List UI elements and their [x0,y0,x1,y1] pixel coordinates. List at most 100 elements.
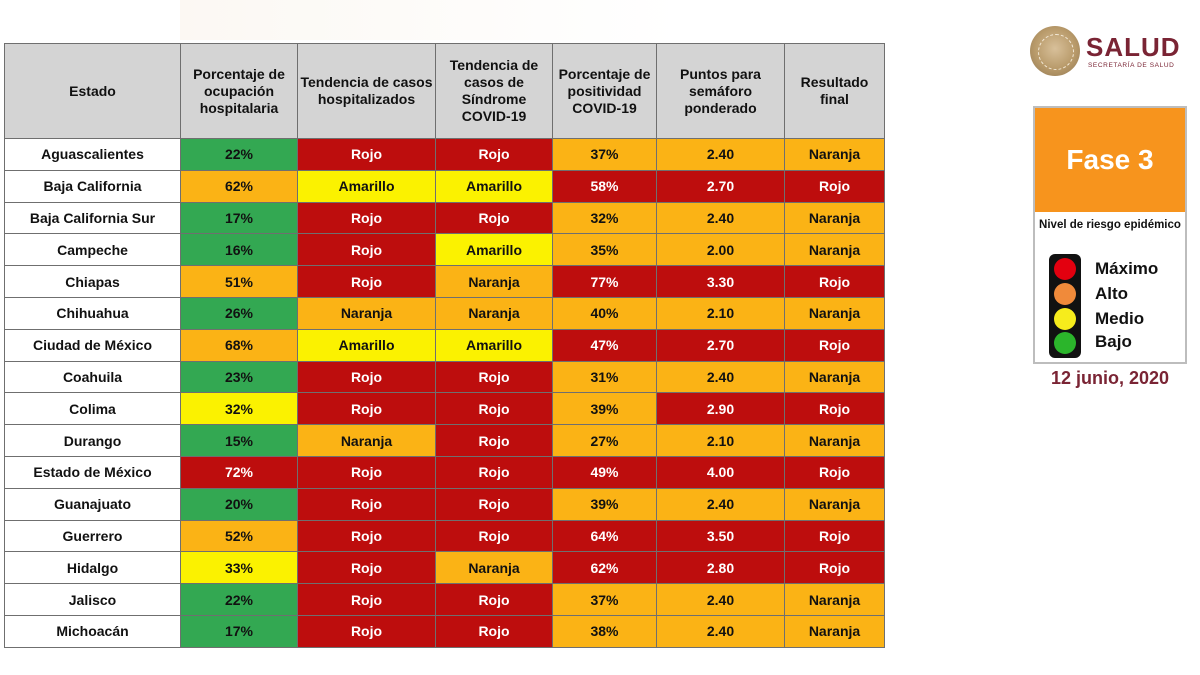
cell-estado: Guerrero [4,519,181,553]
cell-resultado: Rojo [784,551,885,585]
header-tendencia-sindrome: Tendencia de casos de Síndrome COVID-19 [435,43,553,139]
phase-card: Fase 3 Nivel de riesgo epidémico Máximo … [1033,106,1187,364]
cell-estado: Aguascalientes [4,138,181,171]
cell-tendencia-hospitalizados: Naranja [297,296,436,330]
table-row: Estado de México 72% Rojo Rojo 49% 4.00 Rojo [4,455,885,489]
cell-puntos: 2.40 [656,201,785,235]
cell-estado: Baja California Sur [4,201,181,235]
header-ocupacion: Porcentaje de ocupación hospitalaria [180,43,298,139]
cell-tendencia-sindrome: Rojo [435,138,553,171]
cell-ocupacion: 26% [180,296,298,330]
cell-resultado: Naranja [784,201,885,235]
table-row: Guerrero 52% Rojo Rojo 64% 3.50 Rojo [4,519,885,553]
table-row: Aguascalientes 22% Rojo Rojo 37% 2.40 Naranja [4,138,885,171]
cell-ocupacion: 33% [180,551,298,585]
cell-positividad: 38% [552,614,657,648]
cell-estado: Durango [4,424,181,457]
table-row: Chiapas 51% Rojo Naranja 77% 3.30 Rojo [4,265,885,298]
cell-tendencia-sindrome: Amarillo [435,233,553,267]
cell-resultado: Naranja [784,233,885,267]
report-date: 12 junio, 2020 [1050,368,1170,388]
cell-puntos: 2.10 [656,296,785,330]
cell-puntos: 2.40 [656,583,785,616]
cell-tendencia-hospitalizados: Rojo [297,455,436,489]
cell-tendencia-hospitalizados: Rojo [297,233,436,267]
cell-resultado: Naranja [784,138,885,171]
cell-ocupacion: 32% [180,392,298,426]
cell-positividad: 47% [552,328,657,362]
table-row: Hidalgo 33% Rojo Naranja 62% 2.80 Rojo [4,551,885,585]
cell-tendencia-sindrome: Rojo [435,487,553,521]
cell-tendencia-sindrome: Rojo [435,392,553,426]
table-row: Durango 15% Naranja Rojo 27% 2.10 Naranja [4,424,885,457]
cell-puntos: 2.00 [656,233,785,267]
cell-puntos: 2.40 [656,360,785,394]
cell-positividad: 40% [552,296,657,330]
cell-positividad: 32% [552,201,657,235]
cell-resultado: Rojo [784,392,885,426]
cell-positividad: 35% [552,233,657,267]
cell-resultado: Naranja [784,614,885,648]
cell-tendencia-hospitalizados: Rojo [297,265,436,298]
light-bajo [1054,332,1076,354]
cell-tendencia-hospitalizados: Amarillo [297,328,436,362]
header-resultado: Resultado final [784,43,885,139]
traffic-light-icon [1049,254,1081,358]
cell-tendencia-hospitalizados: Rojo [297,614,436,648]
cell-tendencia-hospitalizados: Rojo [297,201,436,235]
cell-resultado: Rojo [784,169,885,203]
light-alto [1054,283,1076,305]
table-row: Campeche 16% Rojo Amarillo 35% 2.00 Naranja [4,233,885,267]
cell-estado: Jalisco [4,583,181,616]
risk-title: Nivel de riesgo epidémico [1039,219,1181,231]
header-estado: Estado [4,43,181,139]
cell-ocupacion: 22% [180,583,298,616]
logo-name: SALUD [1086,32,1181,62]
header-puntos: Puntos para semáforo ponderado [656,43,785,139]
table-row: Baja California 62% Amarillo Amarillo 58% 2.7… [4,169,885,203]
cell-resultado: Rojo [784,455,885,489]
cell-tendencia-sindrome: Rojo [435,519,553,553]
light-medio [1054,308,1076,330]
table-row: Ciudad de México 68% Amarillo Amarillo 47% 2.… [4,328,885,362]
cell-positividad: 77% [552,265,657,298]
cell-tendencia-sindrome: Rojo [435,455,553,489]
cell-positividad: 37% [552,583,657,616]
cell-puntos: 4.00 [656,455,785,489]
cell-positividad: 58% [552,169,657,203]
cell-resultado: Naranja [784,424,885,457]
cell-puntos: 2.70 [656,169,785,203]
cell-puntos: 3.30 [656,265,785,298]
cell-tendencia-hospitalizados: Rojo [297,138,436,171]
cell-tendencia-sindrome: Naranja [435,296,553,330]
legend-bajo: Bajo [1095,332,1132,351]
cell-puntos: 2.70 [656,328,785,362]
phase-label: Fase 3 [1035,108,1185,212]
cell-tendencia-hospitalizados: Rojo [297,487,436,521]
cell-tendencia-hospitalizados: Naranja [297,424,436,457]
legend-maximo: Máximo [1095,259,1159,278]
cell-ocupacion: 51% [180,265,298,298]
cell-positividad: 64% [552,519,657,553]
salud-logo: SALUD SECRETARÍA DE SALUD [1030,26,1195,78]
cell-resultado: Naranja [784,360,885,394]
cell-tendencia-hospitalizados: Rojo [297,392,436,426]
cell-estado: Chihuahua [4,296,181,330]
cell-ocupacion: 22% [180,138,298,171]
cell-tendencia-hospitalizados: Rojo [297,519,436,553]
cell-ocupacion: 72% [180,455,298,489]
header-positividad: Porcentaje de positividad COVID-19 [552,43,657,139]
cell-tendencia-hospitalizados: Amarillo [297,169,436,203]
cell-puntos: 2.10 [656,424,785,457]
cell-resultado: Naranja [784,296,885,330]
cell-estado: Estado de México [4,455,181,489]
cell-positividad: 39% [552,392,657,426]
table-row: Colima 32% Rojo Rojo 39% 2.90 Rojo [4,392,885,426]
cell-resultado: Rojo [784,519,885,553]
cell-ocupacion: 62% [180,169,298,203]
cell-estado: Ciudad de México [4,328,181,362]
cell-tendencia-sindrome: Rojo [435,424,553,457]
cell-puntos: 2.40 [656,138,785,171]
cell-ocupacion: 23% [180,360,298,394]
semaforo-table: Estado Porcentaje de ocupación hospitala… [4,43,885,648]
